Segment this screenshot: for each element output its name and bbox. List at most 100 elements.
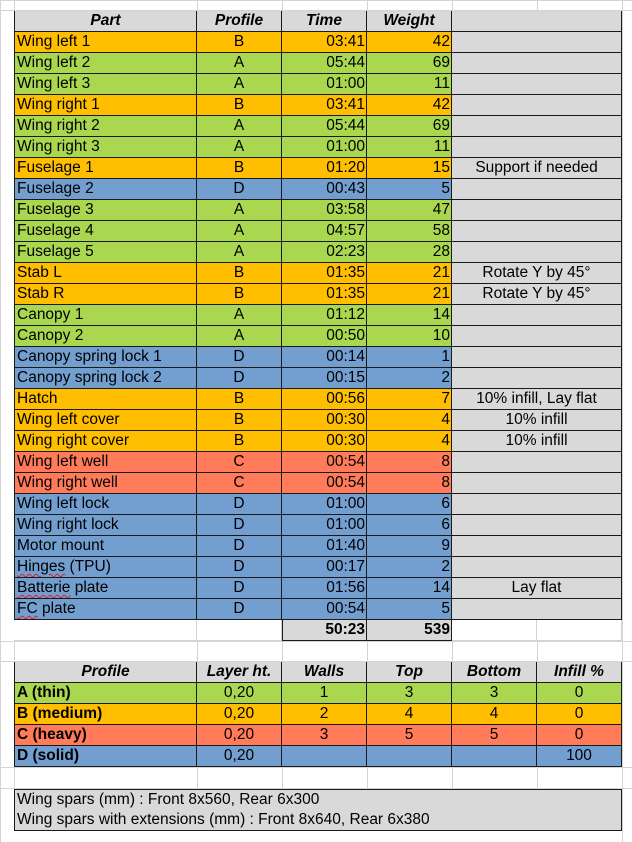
profile-name-cell[interactable]: C (heavy) <box>14 725 197 746</box>
part-name-cell[interactable]: Canopy 2 <box>14 326 197 347</box>
header-weight[interactable]: Weight <box>367 11 452 32</box>
part-name-cell[interactable]: Wing right 2 <box>14 116 197 137</box>
weight-cell[interactable]: 21 <box>367 284 452 305</box>
weight-cell[interactable]: 4 <box>367 410 452 431</box>
top-cell[interactable]: 3 <box>367 683 452 704</box>
walls-cell[interactable]: 3 <box>282 725 367 746</box>
infill-cell[interactable]: 0 <box>537 704 622 725</box>
note-cell[interactable] <box>452 116 622 137</box>
note-cell[interactable] <box>452 179 622 200</box>
walls-cell[interactable] <box>282 746 367 767</box>
time-cell[interactable]: 00:17 <box>282 557 367 578</box>
note-cell[interactable] <box>452 452 622 473</box>
note-cell[interactable] <box>452 305 622 326</box>
time-cell[interactable]: 00:54 <box>282 599 367 620</box>
part-name-cell[interactable]: Hinges (TPU) <box>14 557 197 578</box>
total-weight[interactable]: 539 <box>367 620 452 641</box>
header-walls[interactable]: Walls <box>282 662 367 683</box>
header-layer-height[interactable]: Layer ht. <box>197 662 282 683</box>
profile-cell[interactable]: B <box>197 389 282 410</box>
note-cell[interactable] <box>452 95 622 116</box>
totals-empty-part[interactable] <box>14 620 197 641</box>
profile-cell[interactable]: A <box>197 305 282 326</box>
part-name-cell[interactable]: Stab R <box>14 284 197 305</box>
weight-cell[interactable]: 6 <box>367 494 452 515</box>
part-name-cell[interactable]: Wing left 2 <box>14 53 197 74</box>
weight-cell[interactable]: 2 <box>367 557 452 578</box>
part-name-cell[interactable]: Stab L <box>14 263 197 284</box>
profile-cell[interactable]: C <box>197 452 282 473</box>
profile-name-cell[interactable]: A (thin) <box>14 683 197 704</box>
part-name-cell[interactable]: Wing left well <box>14 452 197 473</box>
profile-cell[interactable]: D <box>197 515 282 536</box>
part-name-cell[interactable]: Canopy spring lock 1 <box>14 347 197 368</box>
part-name-cell[interactable]: Wing left 3 <box>14 74 197 95</box>
header-part[interactable]: Part <box>14 11 197 32</box>
spars-note[interactable]: Wing spars (mm) : Front 8x560, Rear 6x30… <box>14 789 622 831</box>
note-cell[interactable] <box>452 599 622 620</box>
profile-cell[interactable]: D <box>197 578 282 599</box>
part-name-cell[interactable]: Fuselage 3 <box>14 200 197 221</box>
infill-cell[interactable]: 100 <box>537 746 622 767</box>
note-cell[interactable] <box>452 494 622 515</box>
bottom-cell[interactable] <box>452 746 537 767</box>
weight-cell[interactable]: 14 <box>367 578 452 599</box>
weight-cell[interactable]: 5 <box>367 599 452 620</box>
weight-cell[interactable]: 10 <box>367 326 452 347</box>
profile-name-cell[interactable]: D (solid) <box>14 746 197 767</box>
bottom-cell[interactable]: 3 <box>452 683 537 704</box>
weight-cell[interactable]: 11 <box>367 74 452 95</box>
profile-cell[interactable]: D <box>197 494 282 515</box>
layer-height-cell[interactable]: 0,20 <box>197 704 282 725</box>
layer-height-cell[interactable]: 0,20 <box>197 746 282 767</box>
note-cell[interactable] <box>452 200 622 221</box>
note-cell[interactable]: Lay flat <box>452 578 622 599</box>
layer-height-cell[interactable]: 0,20 <box>197 683 282 704</box>
profile-cell[interactable]: B <box>197 263 282 284</box>
note-cell[interactable] <box>452 326 622 347</box>
note-cell[interactable] <box>452 74 622 95</box>
weight-cell[interactable]: 2 <box>367 368 452 389</box>
profile-cell[interactable]: A <box>197 326 282 347</box>
walls-cell[interactable]: 1 <box>282 683 367 704</box>
time-cell[interactable]: 01:20 <box>282 158 367 179</box>
profile-cell[interactable]: A <box>197 221 282 242</box>
totals-empty-notes-1[interactable] <box>452 620 537 641</box>
bottom-cell[interactable]: 5 <box>452 725 537 746</box>
note-cell[interactable] <box>452 137 622 158</box>
time-cell[interactable]: 01:00 <box>282 137 367 158</box>
profile-cell[interactable]: B <box>197 95 282 116</box>
part-name-cell[interactable]: Fuselage 5 <box>14 242 197 263</box>
walls-cell[interactable]: 2 <box>282 704 367 725</box>
weight-cell[interactable]: 9 <box>367 536 452 557</box>
weight-cell[interactable]: 47 <box>367 200 452 221</box>
note-cell[interactable]: Rotate Y by 45° <box>452 263 622 284</box>
weight-cell[interactable]: 21 <box>367 263 452 284</box>
time-cell[interactable]: 04:57 <box>282 221 367 242</box>
profile-name-cell[interactable]: B (medium) <box>14 704 197 725</box>
note-cell[interactable] <box>452 53 622 74</box>
note-cell[interactable] <box>452 242 622 263</box>
infill-cell[interactable]: 0 <box>537 683 622 704</box>
weight-cell[interactable]: 5 <box>367 179 452 200</box>
header-profile-name[interactable]: Profile <box>14 662 197 683</box>
profile-cell[interactable]: B <box>197 32 282 53</box>
header-notes[interactable] <box>452 11 622 32</box>
weight-cell[interactable]: 14 <box>367 305 452 326</box>
weight-cell[interactable]: 8 <box>367 473 452 494</box>
header-time[interactable]: Time <box>282 11 367 32</box>
note-cell[interactable] <box>452 515 622 536</box>
weight-cell[interactable]: 15 <box>367 158 452 179</box>
profile-cell[interactable]: B <box>197 284 282 305</box>
profile-cell[interactable]: A <box>197 53 282 74</box>
part-name-cell[interactable]: FC plate <box>14 599 197 620</box>
bottom-cell[interactable]: 4 <box>452 704 537 725</box>
profile-cell[interactable]: A <box>197 74 282 95</box>
note-cell[interactable]: 10% infill <box>452 431 622 452</box>
part-name-cell[interactable]: Hatch <box>14 389 197 410</box>
note-cell[interactable] <box>452 368 622 389</box>
part-name-cell[interactable]: Wing left cover <box>14 410 197 431</box>
note-cell[interactable]: Support if needed <box>452 158 622 179</box>
note-cell[interactable]: 10% infill <box>452 410 622 431</box>
weight-cell[interactable]: 8 <box>367 452 452 473</box>
